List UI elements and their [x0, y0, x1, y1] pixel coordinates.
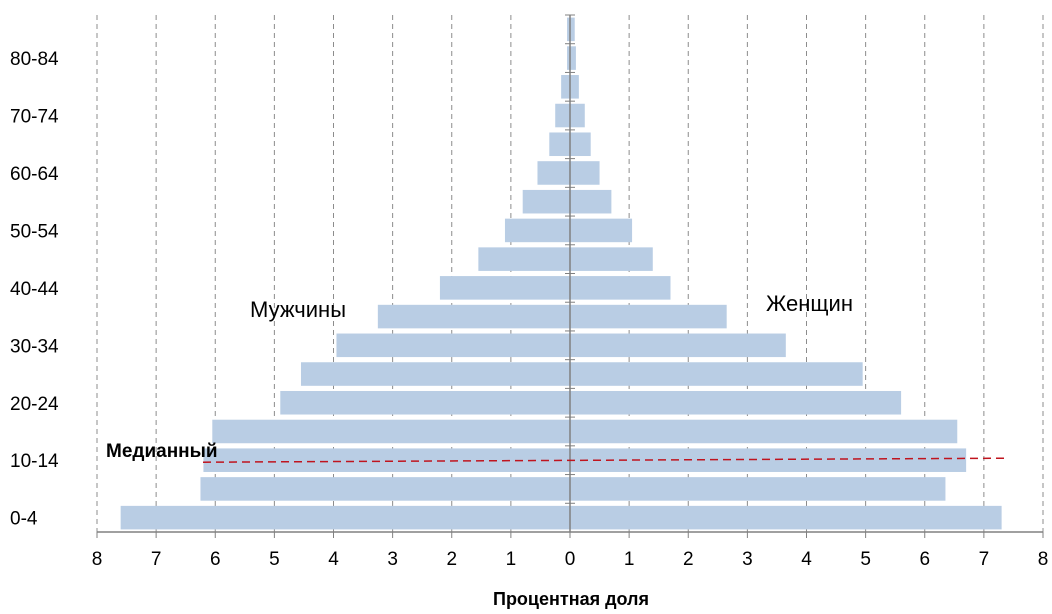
x-tick-label: 7: [151, 549, 162, 570]
x-axis-title: Процентная доля: [493, 589, 649, 609]
bar-female: [570, 477, 946, 501]
bar-male: [522, 189, 570, 214]
x-tick-label: 0: [565, 549, 576, 570]
bar-male: [377, 304, 570, 329]
y-tick-label: 70-74: [10, 107, 59, 128]
bar-male: [212, 419, 570, 444]
y-tick-label: 10-14: [10, 451, 59, 472]
x-tick-label: 5: [860, 549, 871, 570]
bars: [120, 17, 1002, 530]
annotations: Мужчины Женщин Медианный: [106, 291, 1008, 463]
bar-male: [300, 362, 570, 386]
y-tick-label: 80-84: [10, 49, 59, 70]
bar-male: [203, 448, 571, 472]
x-tick-label: 2: [683, 549, 694, 570]
bar-male: [120, 505, 571, 530]
bar-male: [561, 75, 570, 99]
x-tick-label: 3: [742, 549, 753, 570]
bar-female: [570, 103, 585, 128]
bar-male: [280, 390, 570, 415]
bar-male: [439, 276, 570, 300]
bar-male: [478, 247, 570, 271]
bar-female: [570, 505, 1002, 530]
bar-male: [549, 132, 570, 157]
bar-female: [570, 132, 591, 157]
bar-female: [570, 218, 633, 243]
bar-female: [570, 189, 612, 214]
y-tick-label: 50-54: [10, 221, 59, 242]
bar-male: [336, 333, 570, 358]
x-tick-label: 1: [506, 549, 517, 570]
bar-male: [537, 161, 570, 185]
bar-male: [567, 46, 570, 70]
bar-female: [570, 46, 576, 70]
x-tick-labels: 8 7 6 5 4 3 2 1 0 1 2 3 4 5 6 7 8: [92, 549, 1049, 570]
x-tick-label: 5: [269, 549, 280, 570]
axes: [96, 14, 1044, 538]
x-tick-label: 1: [624, 549, 635, 570]
x-tick-label: 3: [387, 549, 398, 570]
bar-male: [555, 103, 570, 128]
x-tick-label: 8: [92, 549, 103, 570]
y-tick-labels: 0-4 10-14 20-24 30-34 40-44 50-54 60-64 70-74 80…: [10, 49, 59, 530]
bar-female: [570, 161, 600, 185]
median-line: [202, 457, 1008, 463]
x-tick-label: 7: [979, 549, 990, 570]
x-tick-label: 6: [210, 549, 221, 570]
series-label-female: Женщин: [766, 291, 853, 316]
median-label: Медианный: [106, 441, 218, 462]
bar-female: [570, 390, 902, 415]
bar-male: [567, 17, 570, 42]
bar-female: [570, 448, 967, 472]
series-label-male: Мужчины: [250, 297, 346, 322]
y-tick-label: 30-34: [10, 336, 59, 357]
x-tick-label: 2: [446, 549, 457, 570]
y-tick-label: 20-24: [10, 394, 59, 415]
bar-male: [504, 218, 570, 243]
bar-female: [570, 362, 863, 386]
bar-female: [570, 333, 786, 358]
bar-male: [200, 477, 570, 501]
bar-female: [570, 17, 575, 42]
y-tick-label: 60-64: [10, 164, 59, 185]
x-tick-label: 6: [919, 549, 930, 570]
x-tick-label: 4: [801, 549, 812, 570]
y-tick-label: 0-4: [10, 509, 38, 530]
y-tick-label: 40-44: [10, 279, 59, 300]
bar-female: [570, 419, 958, 444]
bar-female: [570, 304, 727, 329]
bar-female: [570, 75, 579, 99]
bar-female: [570, 247, 653, 271]
bar-female: [570, 276, 671, 300]
x-tick-label: 8: [1038, 549, 1049, 570]
x-tick-label: 4: [328, 549, 339, 570]
